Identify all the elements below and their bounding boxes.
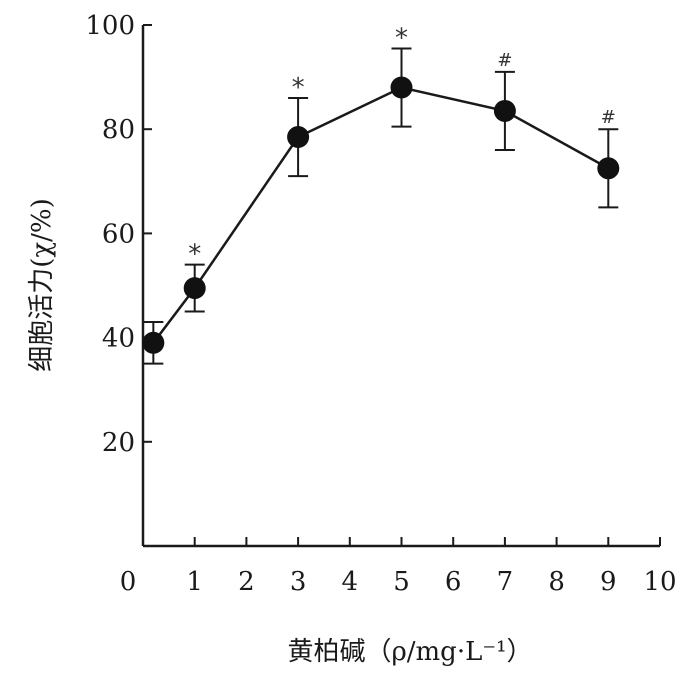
significance-star: * [188, 240, 201, 270]
significance-markers: * * * # # [188, 23, 616, 269]
data-point [142, 331, 165, 354]
x-tick-label: 8 [548, 567, 565, 597]
significance-star: * [395, 23, 408, 53]
error-bars [143, 47, 619, 365]
data-point [183, 277, 206, 300]
significance-hash: # [497, 50, 512, 71]
y-tick-label: 40 [102, 324, 135, 354]
x-ticks: 0 1 2 3 4 5 6 7 8 9 10 [120, 537, 677, 597]
x-axis-label: 黄柏碱（ρ/mg·L⁻¹） [287, 637, 532, 667]
x-tick-label: 5 [393, 567, 410, 597]
x-tick-label: 3 [290, 567, 307, 597]
y-axis-label: 细胞活力(χ/%) [27, 198, 57, 372]
x-tick-label: 6 [445, 567, 462, 597]
significance-star: * [292, 73, 305, 103]
y-tick-label: 80 [102, 115, 135, 145]
data-point [390, 76, 413, 99]
y-tick-label: 100 [85, 11, 135, 41]
data-points [142, 76, 620, 354]
y-ticks: 20 40 60 80 100 [85, 11, 152, 458]
x-tick-label: 1 [186, 567, 203, 597]
series-line [152, 86, 609, 344]
x-tick-label: 0 [120, 567, 137, 597]
significance-hash: # [601, 107, 616, 128]
data-point [287, 126, 310, 149]
x-tick-label: 2 [238, 567, 255, 597]
x-tick-label: 7 [497, 567, 514, 597]
data-point [493, 99, 516, 122]
x-tick-label: 9 [600, 567, 617, 597]
y-tick-label: 60 [102, 219, 135, 249]
x-tick-label: 4 [342, 567, 359, 597]
x-tick-label: 10 [643, 567, 676, 597]
y-tick-label: 20 [102, 428, 135, 458]
data-point [597, 157, 620, 180]
